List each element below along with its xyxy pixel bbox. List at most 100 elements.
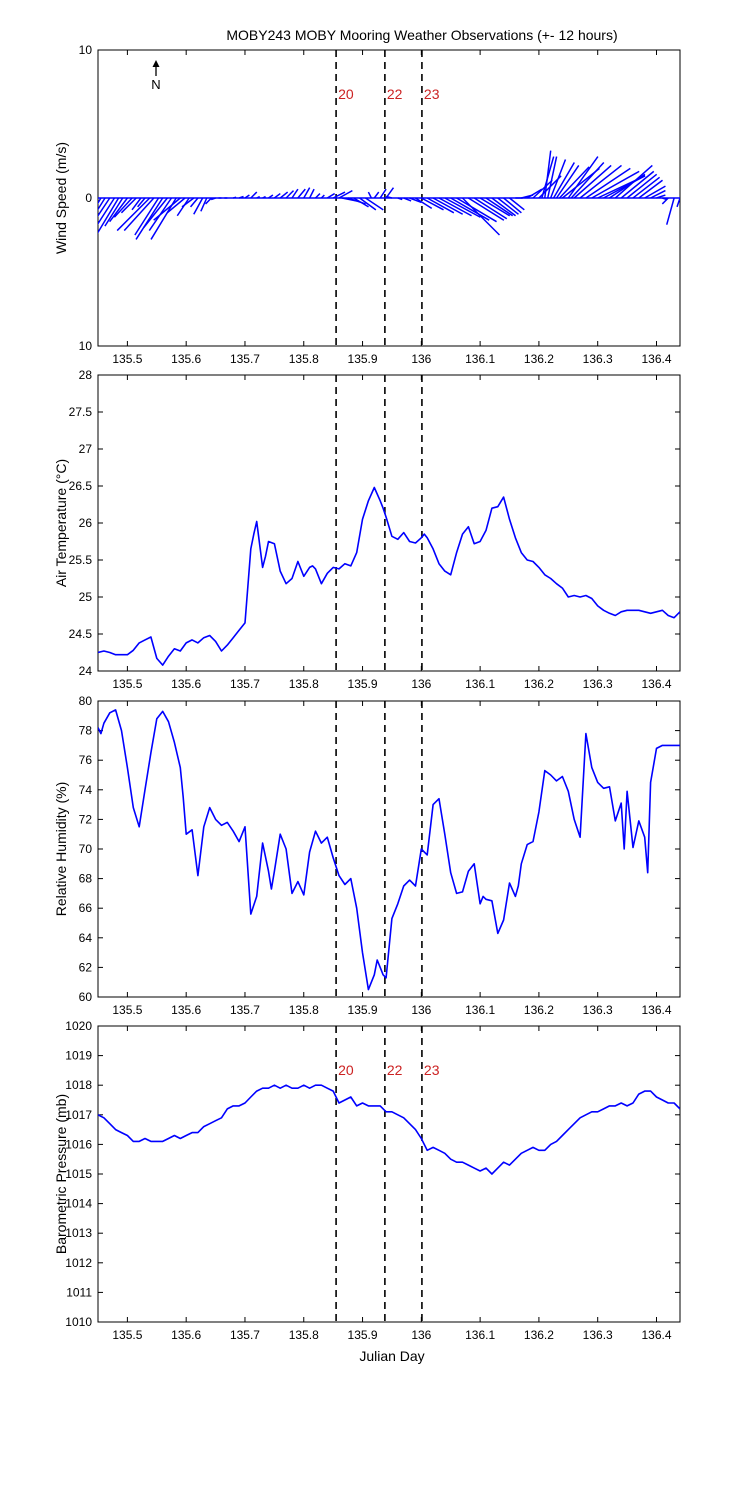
wind-stick xyxy=(189,197,199,208)
event-marker-label: 23 xyxy=(424,86,440,102)
wind-stick xyxy=(320,194,325,199)
wind-stick xyxy=(509,197,525,211)
wind-stick xyxy=(303,187,311,199)
x-tick-label: 136.2 xyxy=(524,1328,554,1342)
wind-stick xyxy=(297,188,306,199)
x-tick-label: 136.4 xyxy=(641,352,671,366)
series-line xyxy=(98,1084,680,1175)
wind-stick xyxy=(650,189,666,199)
wind-stick xyxy=(262,195,266,199)
x-tick-label: 136.2 xyxy=(524,1003,554,1017)
y-tick-label: 1010 xyxy=(65,1315,92,1329)
wind-stick xyxy=(397,197,403,201)
wind-stick xyxy=(256,195,261,199)
x-tick-label: 136.2 xyxy=(524,352,554,366)
x-tick-label: 135.9 xyxy=(348,1003,378,1017)
wind-stick xyxy=(661,197,669,205)
wind-stick xyxy=(238,195,244,199)
x-tick-label: 135.6 xyxy=(171,1003,201,1017)
wind-stick xyxy=(116,197,151,232)
wind-stick xyxy=(573,164,612,199)
wind-stick xyxy=(549,159,567,199)
wind-stick xyxy=(308,188,315,199)
wind-stick xyxy=(609,173,646,199)
wind-stick xyxy=(632,176,661,199)
figure-title: MOBY243 MOBY Mooring Weather Observation… xyxy=(226,27,617,43)
chart-panel-1: 135.5 135.6 135.7 135.8 135.9 136 136.1 136.2 13… xyxy=(53,43,681,366)
wind-stick xyxy=(359,197,377,211)
wind-stick xyxy=(120,197,137,214)
event-marker-label: 22 xyxy=(387,86,403,102)
y-tick-label: 27.5 xyxy=(69,405,93,419)
x-tick-label: 136.4 xyxy=(641,1003,671,1017)
wind-stick xyxy=(444,197,481,218)
wind-stick xyxy=(591,170,640,199)
y-tick-label: 70 xyxy=(79,842,93,856)
y-tick-label: 74 xyxy=(79,783,93,797)
x-tick-label: 135.8 xyxy=(289,352,319,366)
series-line xyxy=(98,486,680,666)
y-axis-label: Air Temperature (°C) xyxy=(53,459,69,587)
wind-stick xyxy=(456,197,497,223)
wind-stick xyxy=(373,191,380,199)
y-tick-label: 68 xyxy=(79,872,93,886)
wind-stick xyxy=(409,197,422,204)
wind-stick xyxy=(526,188,543,199)
wind-stick xyxy=(143,197,168,229)
wind-stick xyxy=(365,197,384,211)
x-axis-label: Julian Day xyxy=(359,1348,424,1364)
plot-area xyxy=(98,709,680,991)
x-tick-label: 136.3 xyxy=(583,677,613,691)
wind-stick xyxy=(461,197,501,236)
wind-stick xyxy=(532,179,553,199)
y-tick-label: 64 xyxy=(79,931,93,945)
x-tick-label: 136 xyxy=(411,352,431,366)
wind-stick xyxy=(450,197,490,221)
wind-stick xyxy=(279,191,289,199)
wind-stick xyxy=(314,193,321,199)
wind-stick xyxy=(135,197,164,240)
wind-stick xyxy=(579,164,622,199)
wind-stick xyxy=(273,192,281,199)
y-tick-label: 10 xyxy=(79,43,93,57)
x-tick-label: 135.9 xyxy=(348,1328,378,1342)
wind-stick xyxy=(233,196,237,199)
wind-stick xyxy=(676,197,680,208)
y-tick-label: 28 xyxy=(79,368,93,382)
x-tick-label: 135.5 xyxy=(112,1003,142,1017)
wind-stick xyxy=(131,197,142,211)
y-tick-label: 27 xyxy=(79,442,93,456)
y-tick-label: 26 xyxy=(79,516,93,530)
wind-stick xyxy=(205,197,212,205)
wind-stick xyxy=(491,197,517,217)
y-tick-label: 1013 xyxy=(65,1226,92,1240)
chart-panels: 135.5 135.6 135.7 135.8 135.9 136 136.1 136.2 13… xyxy=(53,43,681,1342)
y-tick-label: 66 xyxy=(79,901,93,915)
y-axis-label: Relative Humidity (%) xyxy=(53,782,69,917)
y-tick-label: 60 xyxy=(79,990,93,1004)
wind-stick xyxy=(503,197,522,214)
y-tick-label: 1012 xyxy=(65,1256,92,1270)
chart-panel-2: 135.5 135.6 135.7 135.8 135.9 136 136.1 136.2 13… xyxy=(53,368,681,691)
event-marker-label: 20 xyxy=(338,86,354,102)
wind-stick xyxy=(200,197,208,212)
y-tick-label: 10 xyxy=(79,339,93,353)
y-tick-label: 1020 xyxy=(65,1019,92,1033)
wind-stick xyxy=(353,197,369,208)
wind-stick xyxy=(585,167,631,199)
y-tick-label: 78 xyxy=(79,724,93,738)
wind-stick xyxy=(166,197,186,214)
wind-stick xyxy=(338,189,353,199)
wind-stick xyxy=(485,197,514,217)
wind-stick xyxy=(244,194,250,199)
y-tick-label: 0 xyxy=(85,191,92,205)
x-tick-label: 135.8 xyxy=(289,677,319,691)
wind-stick xyxy=(137,197,146,208)
wind-stick xyxy=(104,197,124,227)
plot-area xyxy=(98,1084,680,1175)
x-tick-label: 136.1 xyxy=(465,1328,495,1342)
y-tick-label: 24 xyxy=(79,664,93,678)
wind-stick xyxy=(467,197,505,221)
x-tick-label: 135.6 xyxy=(171,1328,201,1342)
